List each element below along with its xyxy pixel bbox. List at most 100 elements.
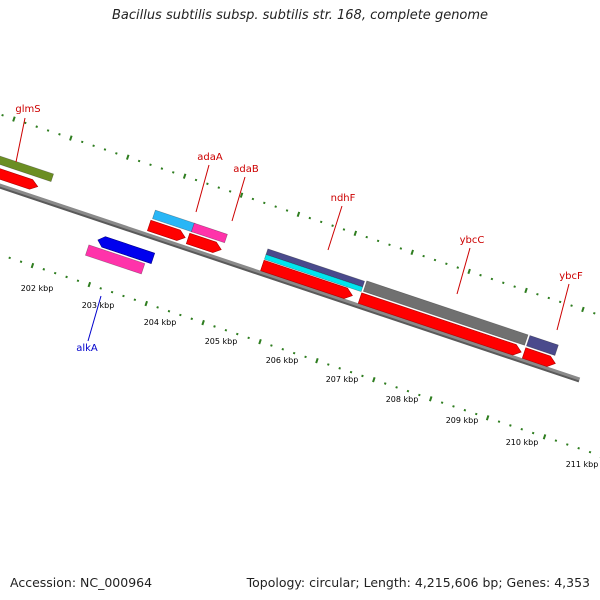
tick-mark (258, 338, 262, 345)
tick-mark (308, 216, 312, 220)
tick-mark (194, 178, 198, 182)
tick-mark (388, 243, 391, 246)
tick-mark (247, 336, 250, 340)
adaB-cds-box[interactable] (185, 232, 223, 255)
tick-mark (58, 133, 61, 136)
tick-mark (513, 285, 516, 288)
label-leader-line (231, 176, 246, 222)
tick-mark (149, 163, 152, 167)
inner-tick-ring (8, 256, 600, 459)
tick-mark (531, 431, 535, 435)
glmS-cds-box[interactable] (0, 162, 39, 191)
gene-label-adaA[interactable]: adaA (197, 152, 223, 163)
tick-mark (315, 358, 319, 364)
scale-label: 206 kbp (266, 356, 299, 365)
tick-mark (406, 389, 410, 393)
ybcC-cds-box[interactable] (357, 292, 523, 357)
gene-label-ybcC[interactable]: ybcC (460, 235, 485, 246)
gene-label-adaB[interactable]: adaB (233, 164, 259, 175)
tick-mark (285, 209, 289, 212)
tick-mark (399, 247, 403, 250)
tick-mark (418, 393, 421, 397)
adaA-cds-box[interactable] (147, 219, 187, 242)
tick-mark (524, 287, 528, 294)
tick-mark (65, 275, 68, 279)
ybcF-gene-box[interactable] (526, 335, 559, 356)
tick-mark (577, 447, 580, 450)
adaB-gene-box[interactable] (190, 222, 228, 244)
scale-label: 202 kbp (21, 284, 54, 293)
tick-mark (433, 258, 437, 262)
tick-mark (274, 205, 277, 208)
map-title: Bacillus subtilis subsp. subtilis str. 1… (111, 8, 489, 23)
tick-mark (497, 420, 501, 423)
gene-label-ndhF[interactable]: ndhF (331, 193, 356, 204)
tick-mark (570, 304, 573, 307)
outer-tick-ring (1, 114, 596, 315)
tick-mark (122, 294, 125, 298)
tick-mark (167, 309, 171, 313)
tick-mark (80, 140, 84, 144)
tick-mark (319, 220, 323, 224)
tick-mark (182, 173, 187, 179)
scale-label: 211 kbp (566, 460, 599, 469)
tick-mark (270, 344, 273, 347)
tick-mark (349, 370, 353, 374)
tick-mark (19, 260, 23, 263)
tick-mark (99, 287, 102, 290)
label-leader-line (556, 283, 570, 331)
scale-label: 204 kbp (144, 318, 177, 327)
tick-mark (554, 439, 558, 442)
tick-mark (509, 424, 512, 427)
genome-backbone-shade (0, 158, 580, 383)
tick-mark (428, 396, 433, 402)
ndhF-mrna-box[interactable] (264, 254, 364, 293)
tick-mark (206, 182, 209, 186)
tick-mark (304, 355, 307, 359)
tick-mark (228, 190, 232, 193)
scale-label: 205 kbp (205, 337, 238, 346)
tick-mark (342, 228, 346, 231)
tick-mark (372, 377, 376, 383)
topology-summary: Topology: circular; Length: 4,215,606 bp… (246, 575, 590, 590)
tick-mark (383, 382, 387, 385)
gene-label-glmS[interactable]: glmS (15, 104, 40, 115)
scale-label: 209 kbp (446, 416, 479, 425)
tick-mark (327, 363, 330, 366)
tick-mark (24, 121, 27, 125)
ndhF-cds-box[interactable] (260, 259, 355, 301)
tick-mark (395, 386, 398, 389)
scale-label: 207 kbp (326, 375, 359, 384)
alkA-cds-box[interactable] (85, 244, 146, 275)
tick-mark (474, 412, 478, 416)
gene-label-alkA[interactable]: alkA (76, 343, 98, 354)
tick-mark (292, 351, 296, 355)
ybcC-gene-box[interactable] (362, 280, 529, 346)
tick-mark (125, 154, 130, 160)
tick-mark (160, 167, 164, 170)
alkA-gene-box[interactable] (96, 235, 156, 264)
tick-mark (581, 306, 585, 313)
tick-mark (331, 224, 334, 227)
tick-mark (46, 129, 50, 132)
tick-mark (536, 292, 539, 296)
tick-mark (452, 405, 455, 408)
tick-mark (8, 256, 11, 260)
tick-mark (353, 230, 358, 236)
label-leader-line (15, 117, 26, 163)
label-leader-line (456, 247, 471, 295)
tick-mark (213, 325, 216, 328)
tick-mark (179, 313, 182, 317)
ybcF-cds-box[interactable] (521, 347, 557, 369)
tick-mark (236, 332, 239, 336)
tick-mark (171, 171, 175, 174)
tick-mark (137, 159, 141, 163)
tick-mark (263, 201, 266, 205)
tick-mark (92, 144, 95, 147)
gene-label-ybcF[interactable]: ybcF (559, 271, 583, 282)
tick-mark (30, 262, 35, 269)
glmS-gene-box[interactable] (0, 151, 54, 182)
tick-mark (115, 152, 118, 155)
tick-mark (76, 279, 80, 283)
